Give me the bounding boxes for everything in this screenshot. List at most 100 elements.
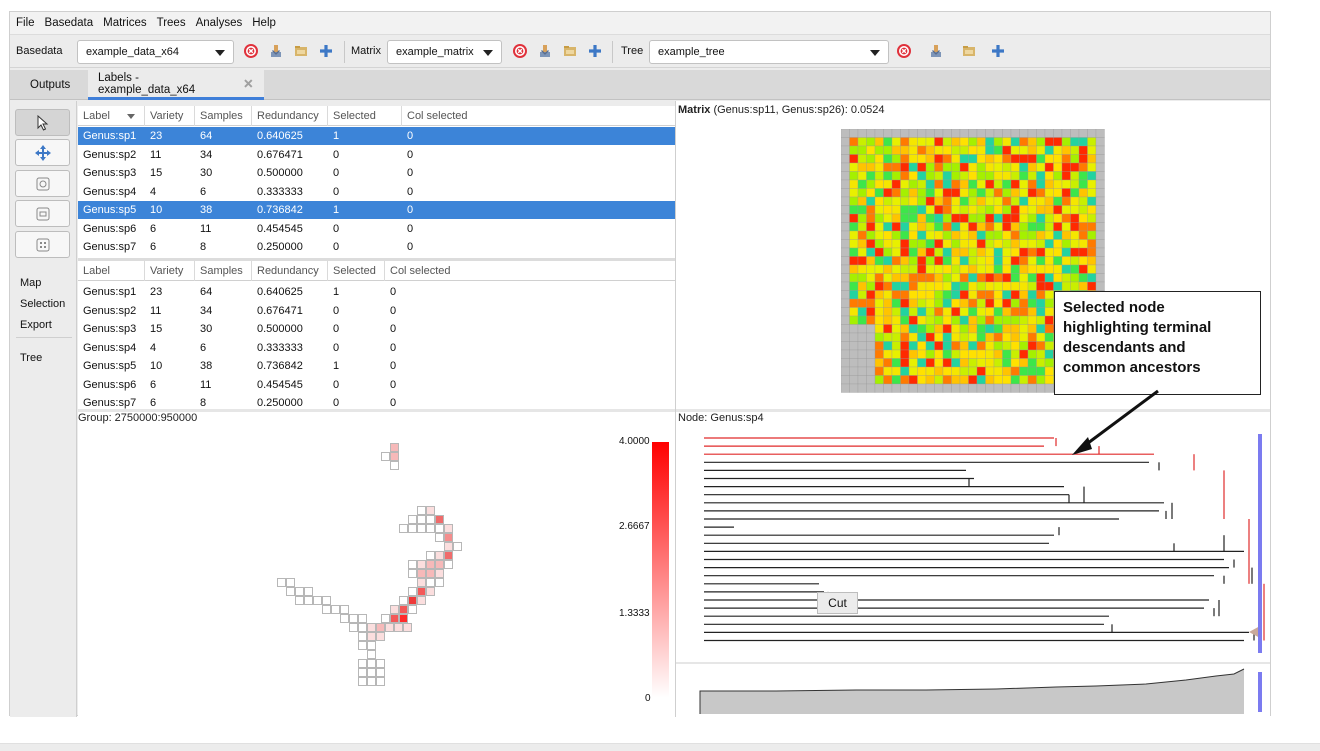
matrix-cell[interactable] — [874, 129, 884, 138]
matrix-cell[interactable] — [900, 137, 910, 147]
matrix-cell[interactable] — [1095, 256, 1105, 266]
matrix-cell[interactable] — [1087, 205, 1097, 215]
matrix-cell[interactable] — [900, 154, 910, 164]
matrix-cell[interactable] — [891, 129, 901, 138]
matrix-cell[interactable] — [925, 383, 935, 393]
matrix-cell[interactable] — [934, 145, 944, 155]
matrix-cell[interactable] — [866, 264, 876, 274]
matrix-cell[interactable] — [866, 129, 876, 138]
map-cell[interactable] — [435, 560, 444, 569]
menu-trees[interactable]: Trees — [156, 17, 186, 29]
matrix-cell[interactable] — [968, 222, 978, 232]
matrix-cell[interactable] — [993, 171, 1003, 181]
matrix-cell[interactable] — [968, 324, 978, 334]
matrix-cell[interactable] — [1019, 213, 1029, 223]
matrix-cell[interactable] — [866, 332, 876, 342]
map-cell[interactable] — [390, 605, 399, 614]
matrix-cell[interactable] — [908, 273, 918, 283]
matrix-cell[interactable] — [1078, 273, 1088, 283]
matrix-cell[interactable] — [925, 247, 935, 257]
matrix-cell[interactable] — [951, 375, 961, 385]
matrix-cell[interactable] — [942, 171, 952, 181]
matrix-cell[interactable] — [917, 349, 927, 359]
matrix-cell[interactable] — [1061, 196, 1071, 206]
matrix-cell[interactable] — [857, 154, 867, 164]
matrix-cell[interactable] — [976, 213, 986, 223]
matrix-cell[interactable] — [1019, 137, 1029, 147]
matrix-cell[interactable] — [1053, 137, 1063, 147]
matrix-cell[interactable] — [917, 273, 927, 283]
matrix-cell[interactable] — [883, 341, 893, 351]
matrix-cell[interactable] — [1095, 179, 1105, 189]
matrix-cell[interactable] — [1010, 205, 1020, 215]
matrix-cell[interactable] — [942, 332, 952, 342]
matrix-cell[interactable] — [951, 179, 961, 189]
column-header-samples[interactable]: Samples — [195, 106, 252, 126]
matrix-cell[interactable] — [968, 247, 978, 257]
matrix-cell[interactable] — [849, 298, 859, 308]
matrix-cell[interactable] — [1002, 324, 1012, 334]
matrix-cell[interactable] — [874, 307, 884, 317]
matrix-cell[interactable] — [985, 196, 995, 206]
matrix-cell[interactable] — [1070, 137, 1080, 147]
column-header-samples[interactable]: Samples — [195, 261, 252, 281]
matrix-cell[interactable] — [959, 188, 969, 198]
matrix-cell[interactable] — [908, 264, 918, 274]
matrix-cell[interactable] — [1010, 298, 1020, 308]
matrix-cell[interactable] — [1095, 247, 1105, 257]
map-cell[interactable] — [417, 515, 426, 524]
matrix-cell[interactable] — [874, 366, 884, 376]
matrix-cell[interactable] — [1044, 273, 1054, 283]
matrix-cell[interactable] — [934, 324, 944, 334]
matrix-cell[interactable] — [1053, 247, 1063, 257]
matrix-cell[interactable] — [1095, 264, 1105, 274]
matrix-cell[interactable] — [857, 137, 867, 147]
delete-icon[interactable] — [243, 43, 259, 59]
matrix-cell[interactable] — [908, 256, 918, 266]
matrix-cell[interactable] — [1087, 222, 1097, 232]
map-cell[interactable] — [453, 542, 462, 551]
matrix-cell[interactable] — [959, 154, 969, 164]
matrix-cell[interactable] — [1027, 230, 1037, 240]
matrix-cell[interactable] — [1019, 205, 1029, 215]
matrix-cell[interactable] — [959, 162, 969, 172]
map-cell[interactable] — [381, 614, 390, 623]
matrix-cell[interactable] — [1070, 239, 1080, 249]
matrix-cell[interactable] — [1053, 196, 1063, 206]
matrix-cell[interactable] — [883, 179, 893, 189]
matrix-cell[interactable] — [993, 145, 1003, 155]
matrix-cell[interactable] — [1078, 230, 1088, 240]
matrix-cell[interactable] — [1053, 145, 1063, 155]
column-header-col-selected[interactable]: Col selected — [390, 265, 451, 277]
tree-select[interactable]: example_tree — [649, 40, 889, 64]
matrix-cell[interactable] — [1019, 145, 1029, 155]
matrix-cell[interactable] — [985, 213, 995, 223]
map-cell[interactable] — [435, 569, 444, 578]
map-cell[interactable] — [426, 515, 435, 524]
matrix-cell[interactable] — [866, 341, 876, 351]
sidebar-link-map[interactable]: Map — [20, 277, 42, 289]
matrix-cell[interactable] — [866, 298, 876, 308]
matrix-cell[interactable] — [925, 171, 935, 181]
matrix-cell[interactable] — [891, 171, 901, 181]
matrix-cell[interactable] — [1078, 137, 1088, 147]
map-cell[interactable] — [367, 659, 376, 668]
matrix-cell[interactable] — [841, 256, 850, 266]
matrix-select[interactable]: example_matrix — [387, 40, 502, 64]
matrix-cell[interactable] — [1027, 281, 1037, 291]
matrix-cell[interactable] — [1010, 349, 1020, 359]
matrix-cell[interactable] — [925, 205, 935, 215]
matrix-cell[interactable] — [951, 239, 961, 249]
matrix-cell[interactable] — [1019, 290, 1029, 300]
matrix-cell[interactable] — [891, 375, 901, 385]
matrix-cell[interactable] — [908, 383, 918, 393]
matrix-cell[interactable] — [1019, 273, 1029, 283]
matrix-cell[interactable] — [866, 273, 876, 283]
matrix-cell[interactable] — [917, 196, 927, 206]
matrix-cell[interactable] — [891, 179, 901, 189]
matrix-cell[interactable] — [1044, 383, 1054, 393]
matrix-cell[interactable] — [925, 230, 935, 240]
matrix-cell[interactable] — [874, 281, 884, 291]
matrix-cell[interactable] — [857, 358, 867, 368]
matrix-cell[interactable] — [917, 281, 927, 291]
